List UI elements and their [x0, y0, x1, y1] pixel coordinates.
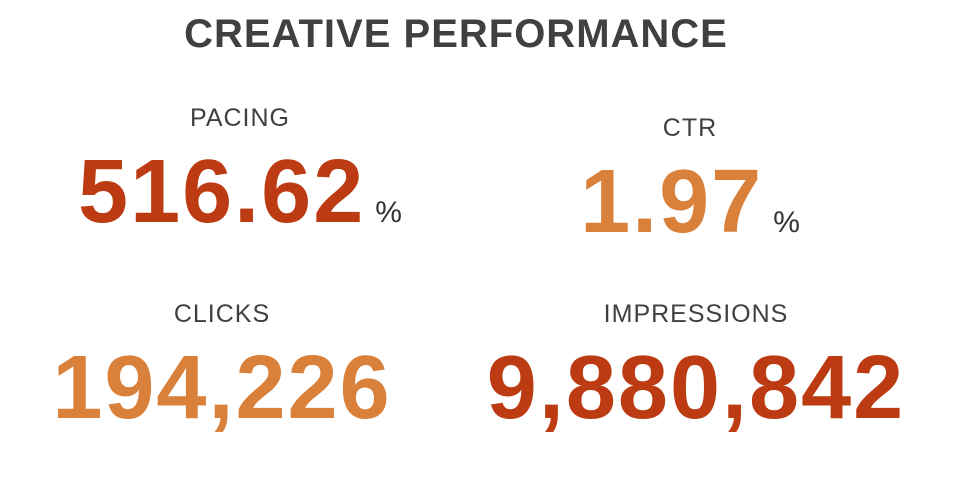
metric-label: IMPRESSIONS: [603, 300, 789, 328]
metric-label: PACING: [190, 104, 290, 132]
metric-value: 9,880,842: [486, 338, 906, 438]
metric-label: CTR: [662, 114, 718, 142]
metric-value: 194,226: [52, 338, 392, 438]
metric-unit: %: [773, 206, 800, 239]
metric-card: PACING 516.62%: [10, 104, 470, 237]
metric-value: 516.62: [78, 142, 366, 242]
metric-value: 1.97: [580, 152, 764, 252]
metric-label: CLICKS: [173, 300, 271, 328]
metric-card: IMPRESSIONS 9,880,842: [466, 300, 926, 433]
metric-card: CTR 1.97%: [460, 114, 920, 247]
metric-unit: %: [375, 196, 402, 229]
metric-value-row: 516.62%: [10, 147, 470, 237]
page-title: CREATIVE PERFORMANCE: [184, 12, 728, 56]
metric-value-row: 1.97%: [460, 157, 920, 247]
metric-card: CLICKS 194,226: [0, 300, 452, 433]
